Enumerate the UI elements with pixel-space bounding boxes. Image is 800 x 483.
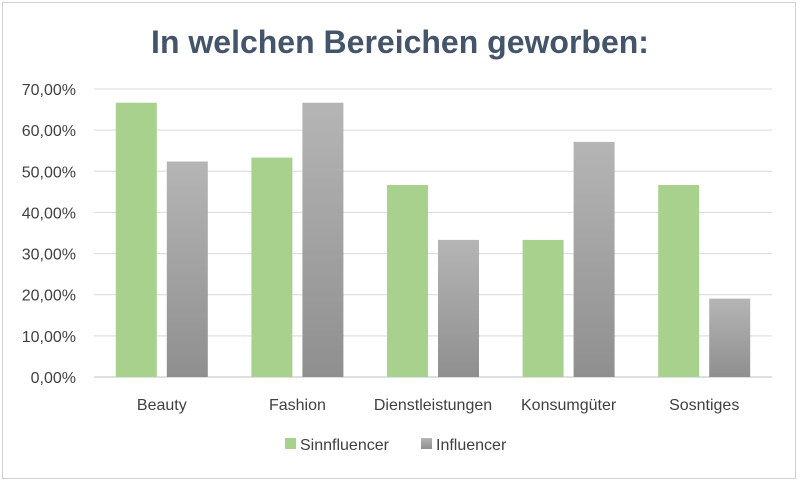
legend-swatch-sinnfluencer	[285, 438, 296, 449]
y-tick-label: 50,00%	[22, 164, 76, 181]
y-tick-label: 40,00%	[22, 205, 76, 222]
y-tick-label: 70,00%	[22, 82, 76, 99]
bars	[115, 102, 751, 378]
category-label: Sosntiges	[669, 397, 739, 414]
y-tick-label: 0,00%	[31, 370, 76, 387]
legend: Sinnfluencer Influencer	[285, 437, 507, 454]
category-label: Beauty	[137, 397, 187, 414]
bar-sinnfluencer-0	[115, 102, 157, 378]
bar-influencer-0	[166, 161, 208, 377]
y-axis-tick-labels: 0,00% 10,00% 20,00% 30,00% 40,00% 50,00% 60,00…	[22, 82, 76, 387]
y-tick-label: 30,00%	[22, 247, 76, 264]
y-tick-label: 10,00%	[22, 329, 76, 346]
category-label: Dienstleistungen	[374, 397, 492, 414]
bar-sinnfluencer-2	[387, 184, 428, 377]
category-label: Konsumgüter	[521, 397, 617, 414]
legend-swatch-influencer	[421, 438, 432, 449]
bar-influencer-2	[438, 239, 479, 377]
bar-influencer-3	[573, 141, 615, 377]
bar-sinnfluencer-1	[251, 157, 293, 377]
chart-title: In welchen Bereichen geworben:	[151, 24, 649, 60]
legend-label-sinnfluencer: Sinnfluencer	[300, 437, 390, 454]
bar-sinnfluencer-4	[658, 184, 700, 377]
bar-influencer-1	[302, 102, 344, 378]
bar-sinnfluencer-3	[522, 239, 564, 377]
y-tick-label: 60,00%	[22, 123, 76, 140]
x-axis-category-labels: Beauty Fashion Dienstleistungen Konsumgüter…	[137, 397, 739, 414]
category-label: Fashion	[269, 397, 326, 414]
legend-label-influencer: Influencer	[436, 437, 507, 454]
y-tick-label: 20,00%	[22, 288, 76, 305]
bar-influencer-4	[709, 298, 751, 377]
